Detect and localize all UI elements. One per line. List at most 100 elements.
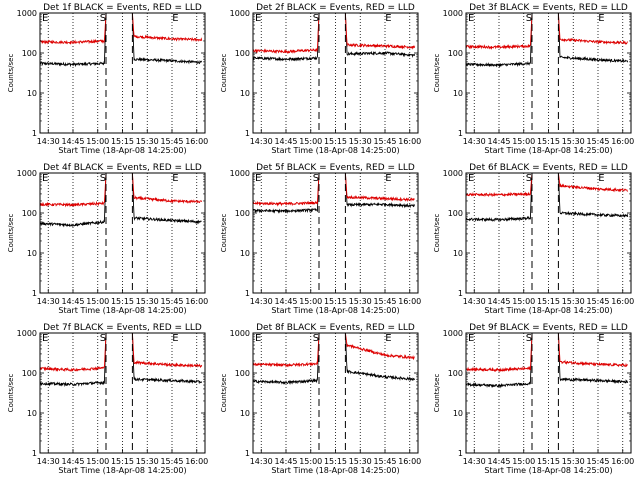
y-tick-label: 1000 (230, 329, 250, 338)
eclipse-marker-label: E (172, 173, 178, 184)
x-tick-label: 15:45 (373, 137, 396, 146)
eclipse-marker-label: E (468, 173, 474, 184)
y-tick-label: 10 (240, 249, 250, 258)
saa-marker-label: S (100, 13, 106, 24)
y-tick-label: 100 (22, 209, 37, 218)
eclipse-marker-label: E (468, 13, 474, 24)
eclipse-marker-label: E (172, 13, 178, 24)
y-tick-label: 1000 (443, 9, 463, 18)
y-axis-label: Counts/sec (7, 374, 15, 413)
y-tick-label: 1 (458, 129, 463, 138)
eclipse-marker-label: E (385, 173, 391, 184)
x-tick-label: 15:45 (373, 457, 396, 466)
eclipse-marker-label: E (42, 173, 48, 184)
panel-title: Det 3f BLACK = Events, RED = LLD (469, 3, 628, 13)
y-tick-label: 100 (235, 209, 250, 218)
lld-trace (466, 13, 628, 50)
x-tick-label: 14:45 (487, 457, 510, 466)
y-tick-label: 1 (32, 129, 37, 138)
lld-trace (40, 13, 203, 45)
eclipse-marker-label: E (42, 333, 48, 344)
y-tick-label: 1000 (17, 329, 37, 338)
x-tick-label: 15:15 (324, 457, 347, 466)
events-trace (253, 173, 416, 214)
saa-marker-label: S (526, 13, 532, 24)
panel-title: Det 7f BLACK = Events, RED = LLD (43, 323, 202, 333)
eclipse-marker-label: E (385, 13, 391, 24)
x-tick-label: 15:45 (586, 137, 609, 146)
x-tick-label: 15:30 (136, 137, 159, 146)
y-axis-label: Counts/sec (220, 374, 228, 413)
lld-trace (466, 333, 628, 373)
x-axis-label: Start Time (18-Apr-08 14:25:00) (58, 466, 186, 475)
y-tick-label: 1 (245, 129, 250, 138)
x-tick-label: 15:30 (136, 457, 159, 466)
y-axis-label: Counts/sec (220, 54, 228, 93)
x-tick-label: 15:00 (86, 137, 109, 146)
y-axis-label: Counts/sec (433, 374, 441, 413)
y-axis-label: Counts/sec (433, 214, 441, 253)
y-tick-label: 1 (32, 449, 37, 458)
y-tick-label: 10 (240, 409, 250, 418)
x-tick-label: 15:30 (562, 457, 585, 466)
x-tick-label: 16:00 (398, 137, 421, 146)
events-trace (253, 333, 416, 385)
y-tick-label: 1000 (443, 329, 463, 338)
x-tick-label: 14:30 (37, 457, 60, 466)
panel-title: Det 9f BLACK = Events, RED = LLD (469, 323, 628, 333)
y-tick-label: 1000 (17, 9, 37, 18)
events-trace (253, 13, 416, 62)
saa-marker-label: S (526, 333, 532, 344)
saa-marker-label: S (100, 173, 106, 184)
panel-title: Det 4f BLACK = Events, RED = LLD (43, 163, 202, 173)
panel-title: Det 2f BLACK = Events, RED = LLD (256, 3, 415, 13)
y-tick-label: 1000 (230, 169, 250, 178)
x-tick-label: 15:30 (136, 297, 159, 306)
panel-title: Det 1f BLACK = Events, RED = LLD (43, 3, 202, 13)
y-tick-label: 10 (453, 89, 463, 98)
y-tick-label: 1000 (443, 169, 463, 178)
x-axis-label: Start Time (18-Apr-08 14:25:00) (271, 146, 399, 155)
y-tick-label: 1 (458, 289, 463, 298)
x-tick-label: 14:30 (463, 457, 486, 466)
y-tick-label: 10 (453, 249, 463, 258)
eclipse-marker-label: E (255, 333, 261, 344)
x-tick-label: 14:45 (274, 297, 297, 306)
x-tick-label: 15:00 (86, 297, 109, 306)
x-tick-label: 14:45 (274, 137, 297, 146)
x-tick-label: 16:00 (185, 297, 208, 306)
events-trace (40, 333, 203, 388)
x-tick-label: 14:30 (250, 457, 273, 466)
x-tick-label: 15:15 (324, 297, 347, 306)
y-tick-label: 100 (448, 209, 463, 218)
x-tick-label: 15:15 (111, 457, 134, 466)
x-tick-label: 15:15 (537, 137, 560, 146)
x-tick-label: 14:30 (37, 137, 60, 146)
eclipse-marker-label: E (598, 333, 604, 344)
y-tick-label: 1 (245, 449, 250, 458)
x-tick-label: 16:00 (398, 297, 421, 306)
y-tick-label: 10 (240, 89, 250, 98)
y-tick-label: 100 (22, 49, 37, 58)
eclipse-marker-label: E (598, 173, 604, 184)
x-tick-label: 14:45 (61, 297, 84, 306)
x-tick-label: 15:30 (562, 297, 585, 306)
lld-trace (253, 173, 415, 207)
x-tick-label: 15:00 (512, 457, 535, 466)
x-tick-label: 15:45 (160, 137, 183, 146)
x-tick-label: 14:30 (463, 137, 486, 146)
x-tick-label: 15:15 (111, 297, 134, 306)
x-tick-label: 16:00 (185, 457, 208, 466)
saa-marker-label: S (313, 333, 319, 344)
y-tick-label: 100 (235, 369, 250, 378)
x-tick-label: 15:00 (299, 297, 322, 306)
x-tick-label: 14:30 (37, 297, 60, 306)
x-axis-label: Start Time (18-Apr-08 14:25:00) (484, 466, 612, 475)
x-tick-label: 16:00 (398, 457, 421, 466)
